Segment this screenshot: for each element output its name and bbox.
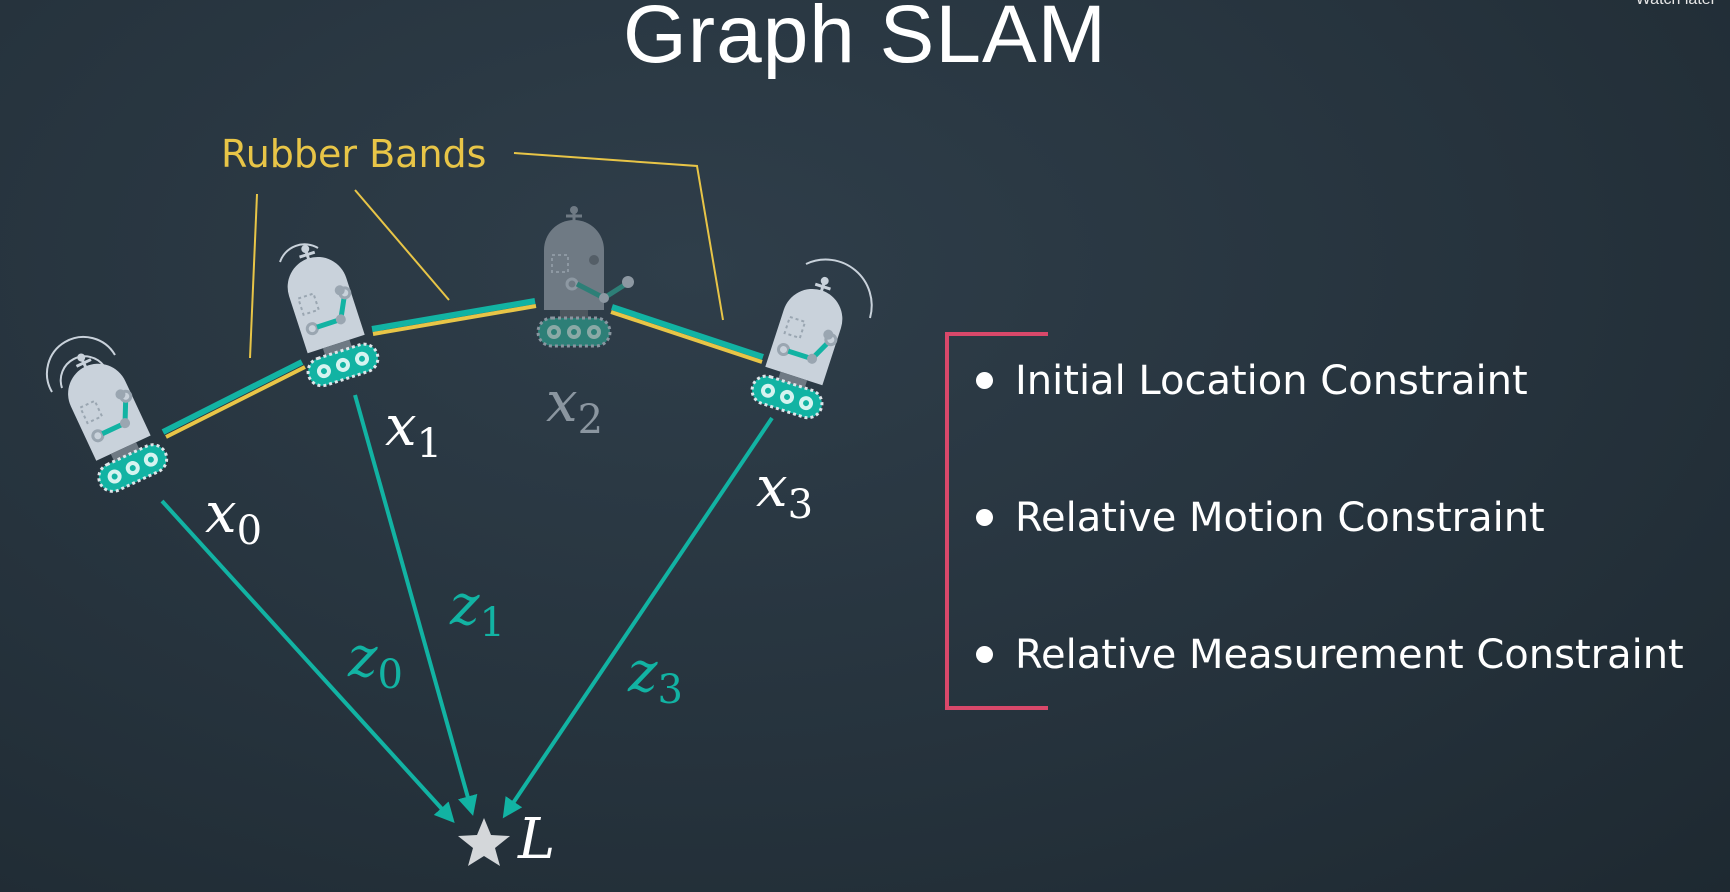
measurement-arrows: [160, 394, 774, 823]
rubber-band-callouts: [249, 152, 724, 359]
signal-icon: [45, 336, 116, 393]
robot-icon: [47, 339, 171, 496]
rubber-band-1-2: [371, 298, 537, 336]
rubber-band-2-3: [610, 304, 764, 364]
measurement-label-z3: z3: [628, 640, 683, 713]
robot-icon: [538, 206, 634, 346]
robot-icon: [270, 234, 382, 389]
constraint-item-initial-location: Initial Location Constraint: [976, 358, 1528, 404]
bullet-icon: [976, 371, 993, 389]
signal-icon: [59, 355, 105, 389]
rubber-bands: [161, 298, 764, 439]
slide-title: Graph SLAM: [623, 0, 1107, 80]
watch-later-link[interactable]: Watch later: [1636, 0, 1716, 9]
robot-icon: [748, 266, 860, 421]
pose-label-x3: x3: [756, 455, 814, 528]
rubber-band-0-1: [161, 359, 306, 439]
signal-icon: [279, 243, 319, 263]
bullet-icon: [976, 508, 993, 526]
star-icon: [458, 818, 510, 866]
constraints-bracket: [945, 332, 1048, 710]
constraints-list: Initial Location Constraint Relative Mot…: [946, 332, 1684, 712]
pose-label-x1: x1: [385, 394, 443, 467]
pose-label-x2: x2: [546, 370, 604, 443]
landmark-label: L: [518, 807, 556, 872]
signal-icon: [805, 258, 873, 319]
measurement-label-z0: z0: [348, 625, 403, 698]
measurement-arrow-z1: [353, 394, 478, 816]
constraint-item-relative-motion: Relative Motion Constraint: [976, 495, 1545, 541]
measurement-label-z1: z1: [450, 573, 505, 646]
measurement-arrow-z3: [502, 416, 774, 819]
rubber-bands-label: Rubber Bands: [221, 132, 487, 176]
pose-label-x0: x0: [205, 481, 263, 554]
measurement-arrow-z0: [160, 499, 455, 823]
constraint-item-relative-measurement: Relative Measurement Constraint: [976, 632, 1684, 678]
bullet-icon: [976, 645, 993, 663]
